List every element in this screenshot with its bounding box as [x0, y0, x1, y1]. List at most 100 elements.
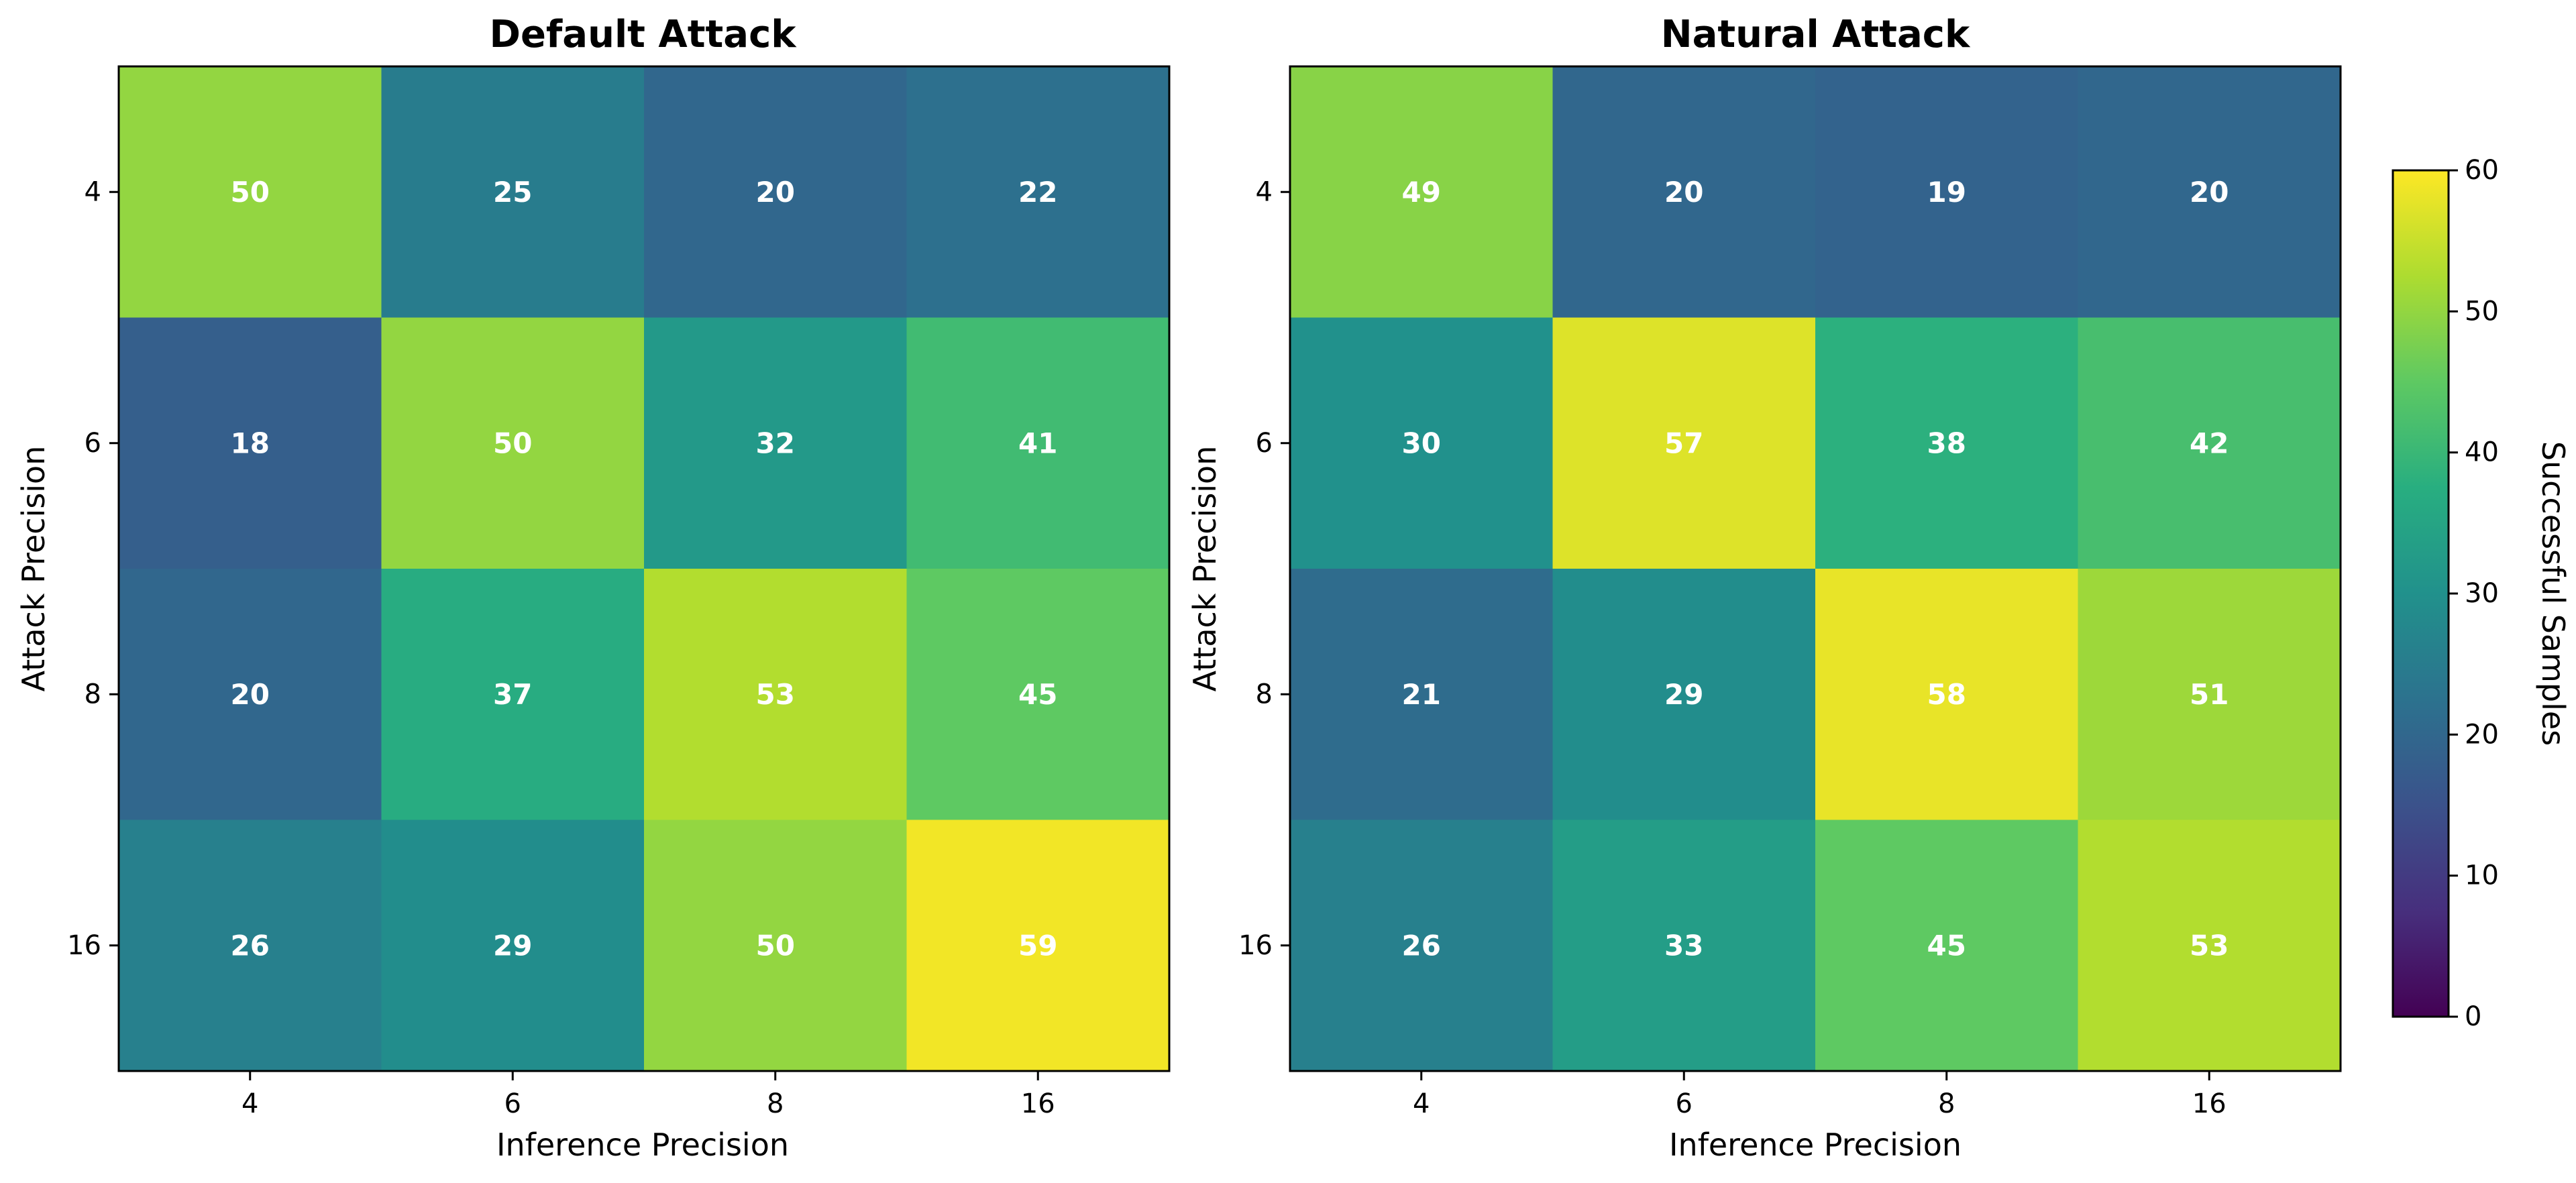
colorbar: 0 10 20 30 40 50 60 Successful Samples: [2392, 155, 2571, 1032]
heatmap-cell: [119, 66, 382, 318]
panel-title: Natural Attack: [1661, 13, 1971, 56]
cell-value-label: 45: [1018, 678, 1057, 711]
colorbar-tick-label: 10: [2465, 860, 2499, 891]
cell-value-labels: 49 20 19 20 30 57 38 42 21 29 58 51 26 33 45 53: [1402, 176, 2229, 962]
heatmap-cell: [1290, 569, 1553, 820]
x-tick-label: 4: [241, 1088, 258, 1119]
cell-value-label: 29: [493, 929, 532, 962]
heatmap-panel-natural-attack: Natural Attack 49 20 19 20 30 57 38 42 21 29 58 51 2…: [1187, 13, 2342, 1163]
heatmap-cells: [119, 66, 1170, 1072]
cell-value-label: 22: [1018, 176, 1057, 209]
cell-value-label: 25: [493, 176, 532, 209]
y-axis-label: Attack Precision: [1187, 446, 1223, 692]
colorbar-gradient: [2393, 170, 2449, 1017]
x-tick-label: 6: [504, 1088, 521, 1119]
cell-value-label: 33: [1664, 929, 1703, 962]
heatmap-cell: [906, 317, 1170, 569]
y-tick-label: 8: [85, 679, 101, 710]
x-tick-label: 8: [1938, 1088, 1955, 1119]
cell-value-label: 50: [231, 176, 270, 209]
heatmap-cell: [381, 569, 645, 820]
heatmap-cell: [1290, 66, 1553, 318]
cell-value-label: 19: [1927, 176, 1966, 209]
colorbar-ticks: 0 10 20 30 40 50 60: [2449, 155, 2499, 1032]
heatmap-cell: [1552, 66, 1816, 318]
heatmap-cell: [1815, 820, 2078, 1072]
y-tick-label: 4: [1256, 176, 1273, 207]
cell-value-label: 50: [756, 929, 795, 962]
heatmap-cell: [381, 820, 645, 1072]
cell-value-label: 50: [493, 427, 532, 459]
heatmap-cell: [2078, 317, 2341, 569]
heatmap-cells: [1290, 66, 2341, 1072]
heatmap-cell: [119, 820, 382, 1072]
heatmap-cell: [906, 820, 1170, 1072]
heatmap-cell: [381, 317, 645, 569]
cell-value-label: 18: [231, 427, 270, 459]
y-tick-label: 6: [85, 428, 101, 459]
x-axis-label: Inference Precision: [496, 1127, 789, 1163]
cell-value-label: 53: [756, 678, 795, 711]
heatmap-cell: [2078, 569, 2341, 820]
plot-frame: [1289, 65, 2342, 1072]
heatmap-cell: [906, 569, 1170, 820]
heatmap-cell: [644, 569, 907, 820]
heatmap-cell: [1815, 66, 2078, 318]
cell-value-label: 20: [756, 176, 795, 209]
colorbar-tick-label: 60: [2465, 155, 2499, 186]
heatmap-cell: [644, 66, 907, 318]
heatmap-cell: [1290, 317, 1553, 569]
y-tick-label: 4: [85, 176, 101, 207]
x-tick-label: 16: [2192, 1088, 2226, 1119]
x-tick-label: 4: [1413, 1088, 1430, 1119]
cell-value-labels: 50 25 20 22 18 50 32 41 20 37 53 45 26 29 50 59: [231, 176, 1058, 962]
cell-value-label: 58: [1927, 678, 1966, 711]
heatmap-cell: [2078, 820, 2341, 1072]
heatmap-cell: [1815, 317, 2078, 569]
heatmap-cell: [119, 317, 382, 569]
y-axis-ticks: 4 6 8 16: [67, 176, 119, 961]
cell-value-label: 26: [1402, 929, 1441, 962]
heatmap-cell: [1815, 569, 2078, 820]
panel-title: Default Attack: [489, 13, 797, 56]
y-tick-label: 8: [1256, 679, 1273, 710]
cell-value-label: 51: [2190, 678, 2229, 711]
cell-value-label: 45: [1927, 929, 1966, 962]
heatmap-cell: [644, 820, 907, 1072]
heatmap-cell: [1290, 820, 1553, 1072]
cell-value-label: 59: [1018, 929, 1057, 962]
heatmap-cell: [1552, 820, 1816, 1072]
cell-value-label: 53: [2190, 929, 2229, 962]
x-axis-label: Inference Precision: [1669, 1127, 1962, 1163]
y-axis-ticks: 4 6 8 16: [1238, 176, 1290, 961]
y-axis-label: Attack Precision: [15, 446, 52, 692]
colorbar-tick-label: 40: [2465, 437, 2499, 468]
cell-value-label: 21: [1402, 678, 1441, 711]
x-tick-label: 6: [1676, 1088, 1693, 1119]
colorbar-tick-label: 30: [2465, 578, 2499, 609]
y-tick-label: 16: [67, 930, 101, 961]
heatmap-cell: [906, 66, 1170, 318]
y-tick-label: 6: [1256, 428, 1273, 459]
cell-value-label: 26: [231, 929, 270, 962]
heatmap-cell: [1552, 569, 1816, 820]
cell-value-label: 49: [1402, 176, 1441, 209]
cell-value-label: 29: [1664, 678, 1703, 711]
cell-value-label: 42: [2190, 427, 2229, 459]
cell-value-label: 37: [493, 678, 532, 711]
x-axis-ticks: 4 6 8 16: [241, 1071, 1055, 1119]
cell-value-label: 20: [1664, 176, 1703, 209]
cell-value-label: 20: [2190, 176, 2229, 209]
x-tick-label: 16: [1021, 1088, 1055, 1119]
colorbar-tick-label: 50: [2465, 296, 2499, 327]
heatmap-cell: [2078, 66, 2341, 318]
x-tick-label: 8: [767, 1088, 784, 1119]
heatmap-cell: [119, 569, 382, 820]
cell-value-label: 38: [1927, 427, 1966, 459]
heatmap-cell: [1552, 317, 1816, 569]
heatmap-panel-default-attack: Default Attack 50 25 20 22 18 50 32 41 20 37 53 45 2…: [15, 13, 1171, 1163]
cell-value-label: 41: [1018, 427, 1057, 459]
y-tick-label: 16: [1238, 930, 1273, 961]
colorbar-tick-label: 0: [2465, 1001, 2481, 1032]
